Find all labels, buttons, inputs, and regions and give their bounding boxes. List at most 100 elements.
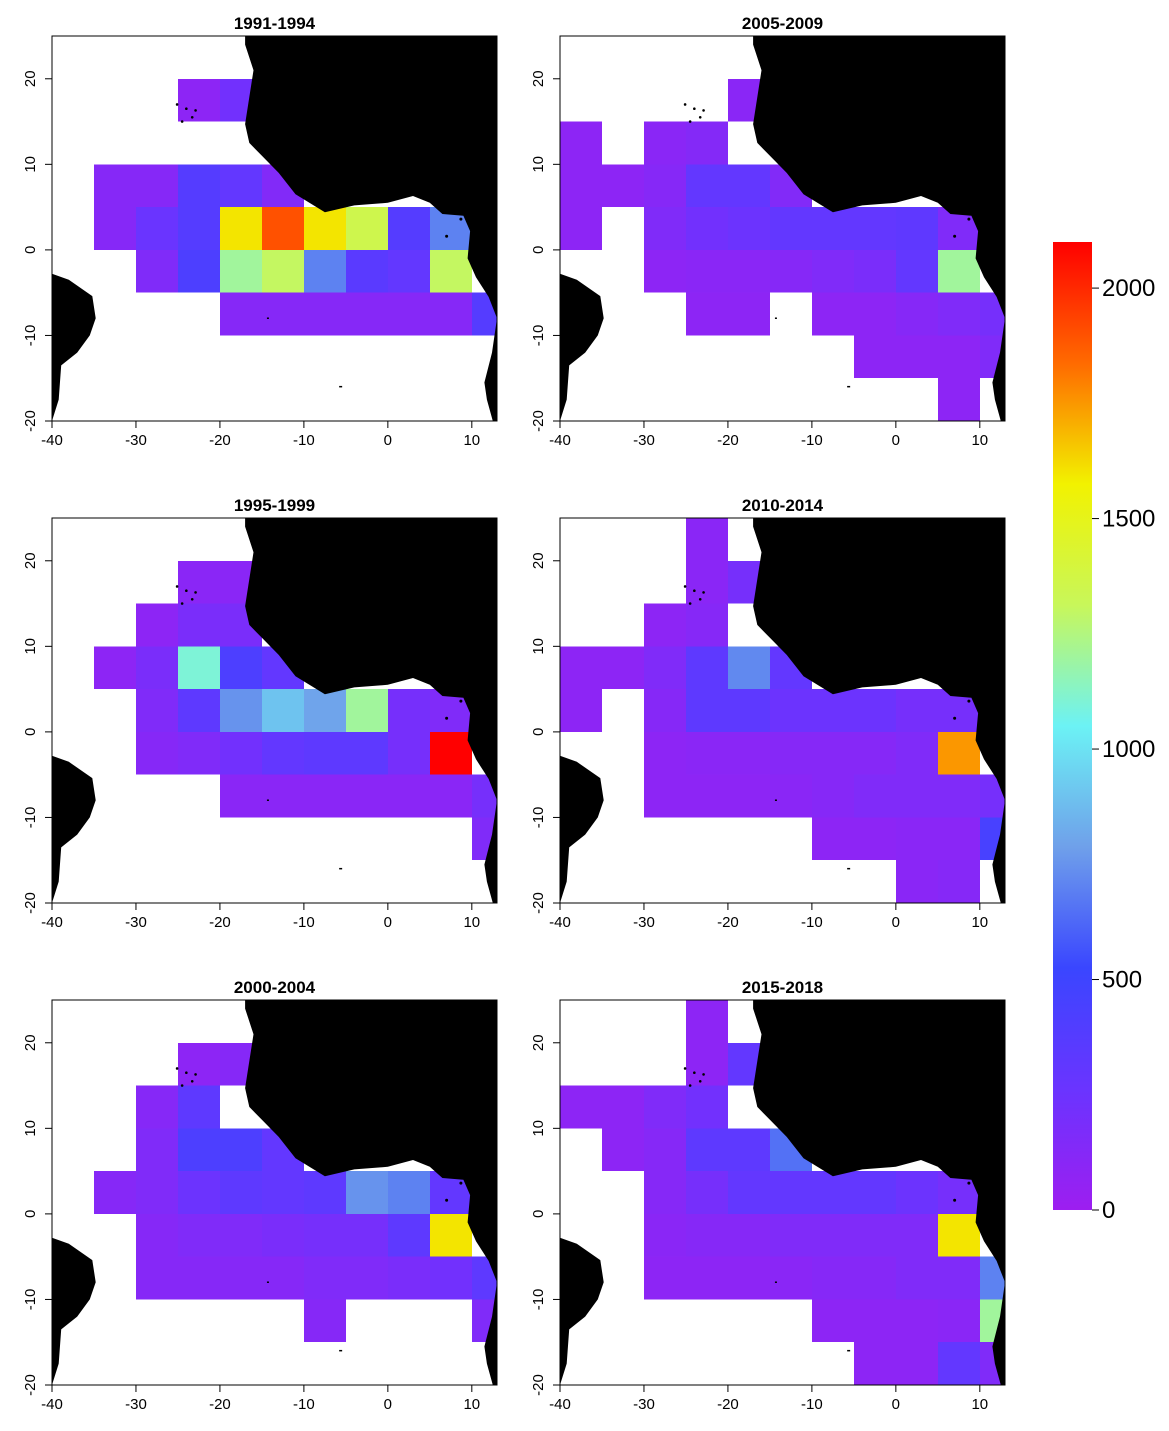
heatmap-cell: [135, 689, 178, 732]
heatmap-cell: [643, 646, 686, 690]
x-tick-label: -40: [41, 432, 63, 449]
cape-verde-island: [194, 1073, 197, 1076]
map-plot-area: [52, 36, 497, 421]
x-tick-label: -40: [549, 914, 571, 931]
y-tick-label: -10: [530, 807, 547, 829]
heatmap-cell: [853, 1213, 896, 1257]
heatmap-cell: [937, 378, 980, 421]
cape-verde-island: [185, 107, 188, 111]
africa-landmass: [753, 518, 1005, 903]
cape-verde-island: [180, 602, 184, 605]
y-tick-label: 20: [530, 1034, 547, 1051]
heatmap-cell: [177, 1085, 220, 1129]
heatmap-cell: [769, 731, 812, 775]
heatmap-cell: [135, 1128, 178, 1172]
colorbar-legend: 0 500 1000 1500 2000: [1053, 242, 1155, 1224]
heatmap-cell: [303, 731, 346, 775]
x-tick-label: -20: [209, 1396, 231, 1413]
heatmap-cell: [93, 164, 136, 208]
y-tick-label: 20: [22, 70, 39, 87]
heatmap-cell: [219, 774, 262, 818]
heatmap-cell: [303, 1171, 346, 1214]
y-tick-label: 20: [530, 70, 547, 87]
heatmap-cell: [937, 249, 980, 293]
panel-frame: [51, 517, 498, 904]
heatmap-cell: [177, 249, 220, 293]
heatmap-cell: [727, 207, 770, 250]
africa-landmass: [753, 36, 1005, 421]
heatmap-cell: [387, 1171, 430, 1214]
heatmap-cell: [387, 1213, 430, 1257]
heatmap-cell: [769, 774, 812, 818]
heatmap-cell: [135, 603, 178, 647]
heatmap-cell: [727, 1128, 770, 1172]
heatmap-cell: [727, 774, 770, 818]
y-tick-label: 20: [22, 1034, 39, 1051]
heatmap-cell: [177, 560, 220, 604]
gulf-island: [459, 1181, 463, 1185]
heatmap-cell: [685, 249, 728, 293]
heatmap-cell: [345, 1213, 388, 1257]
heatmap-cell: [853, 774, 896, 818]
heatmap-cell: [685, 1213, 728, 1257]
heatmap-cell: [937, 860, 980, 903]
heatmap-cell: [685, 164, 728, 208]
heatmap-cell: [261, 731, 304, 775]
africa-landmass: [245, 36, 497, 421]
gulf-island: [459, 217, 463, 221]
gulf-island: [953, 1198, 957, 1202]
y-tick-label: 10: [22, 156, 39, 173]
cape-verde-island: [185, 589, 188, 593]
cape-verde-island: [194, 109, 197, 112]
heatmap-cell: [387, 292, 430, 336]
x-tick-label: -30: [125, 432, 147, 449]
x-tick-label: 10: [971, 432, 988, 449]
heatmap-cell: [769, 689, 812, 732]
cape-verde-island: [683, 585, 687, 588]
y-tick-label: -10: [530, 1289, 547, 1311]
heatmap-cell: [853, 1256, 896, 1300]
heatmap-cell: [135, 164, 178, 208]
cape-verde-island: [688, 602, 692, 605]
heatmap-cell: [811, 1213, 854, 1257]
panel-title: 1991-1994: [234, 14, 316, 33]
cape-verde-island: [175, 1067, 179, 1070]
cape-verde-island: [190, 597, 194, 601]
heatmap-cell: [261, 1171, 304, 1214]
colorbar-gradient: [1053, 242, 1092, 1210]
africa-landmass: [245, 518, 497, 903]
heatmap-cell: [560, 646, 602, 690]
panel-title: 2015-2018: [742, 978, 823, 997]
heatmap-cell: [560, 207, 602, 250]
gulf-island: [953, 716, 957, 720]
y-tick-label: -20: [22, 1374, 39, 1396]
panel-frame: [559, 35, 1006, 422]
heatmap-cell: [345, 1171, 388, 1214]
ascension-island: [266, 317, 269, 319]
heatmap-cell: [727, 1213, 770, 1257]
x-tick-label: 0: [384, 914, 392, 931]
heatmap-cell: [261, 292, 304, 336]
ascension-island: [774, 317, 777, 319]
x-tick-label: 10: [971, 1396, 988, 1413]
map-plot-area: [560, 518, 1005, 903]
heatmap-cell: [853, 249, 896, 293]
panel-title: 1995-1999: [234, 496, 315, 515]
cape-verde-island: [693, 107, 696, 111]
y-tick-label: 10: [22, 1120, 39, 1137]
heatmap-cell: [811, 292, 854, 336]
heatmap-cell: [769, 1171, 812, 1214]
colorbar-tick-label: 2000: [1102, 275, 1155, 302]
heatmap-cell: [177, 731, 220, 775]
heatmap-cell: [345, 292, 388, 336]
map-panel: 1995-1999 -40 -30 -20 -10 0 10 -20 -10 0 10 20: [22, 496, 498, 931]
heatmap-cell: [643, 689, 686, 732]
south-america-landmass: [52, 273, 96, 421]
heatmap-cell: [135, 249, 178, 293]
heatmap-cell: [727, 731, 770, 775]
heatmap-cell: [895, 1299, 938, 1343]
heatmap-cell: [345, 731, 388, 775]
heatmap-cell: [811, 731, 854, 775]
heatmap-cell: [219, 689, 262, 732]
heatmap-cell: [643, 1085, 686, 1129]
